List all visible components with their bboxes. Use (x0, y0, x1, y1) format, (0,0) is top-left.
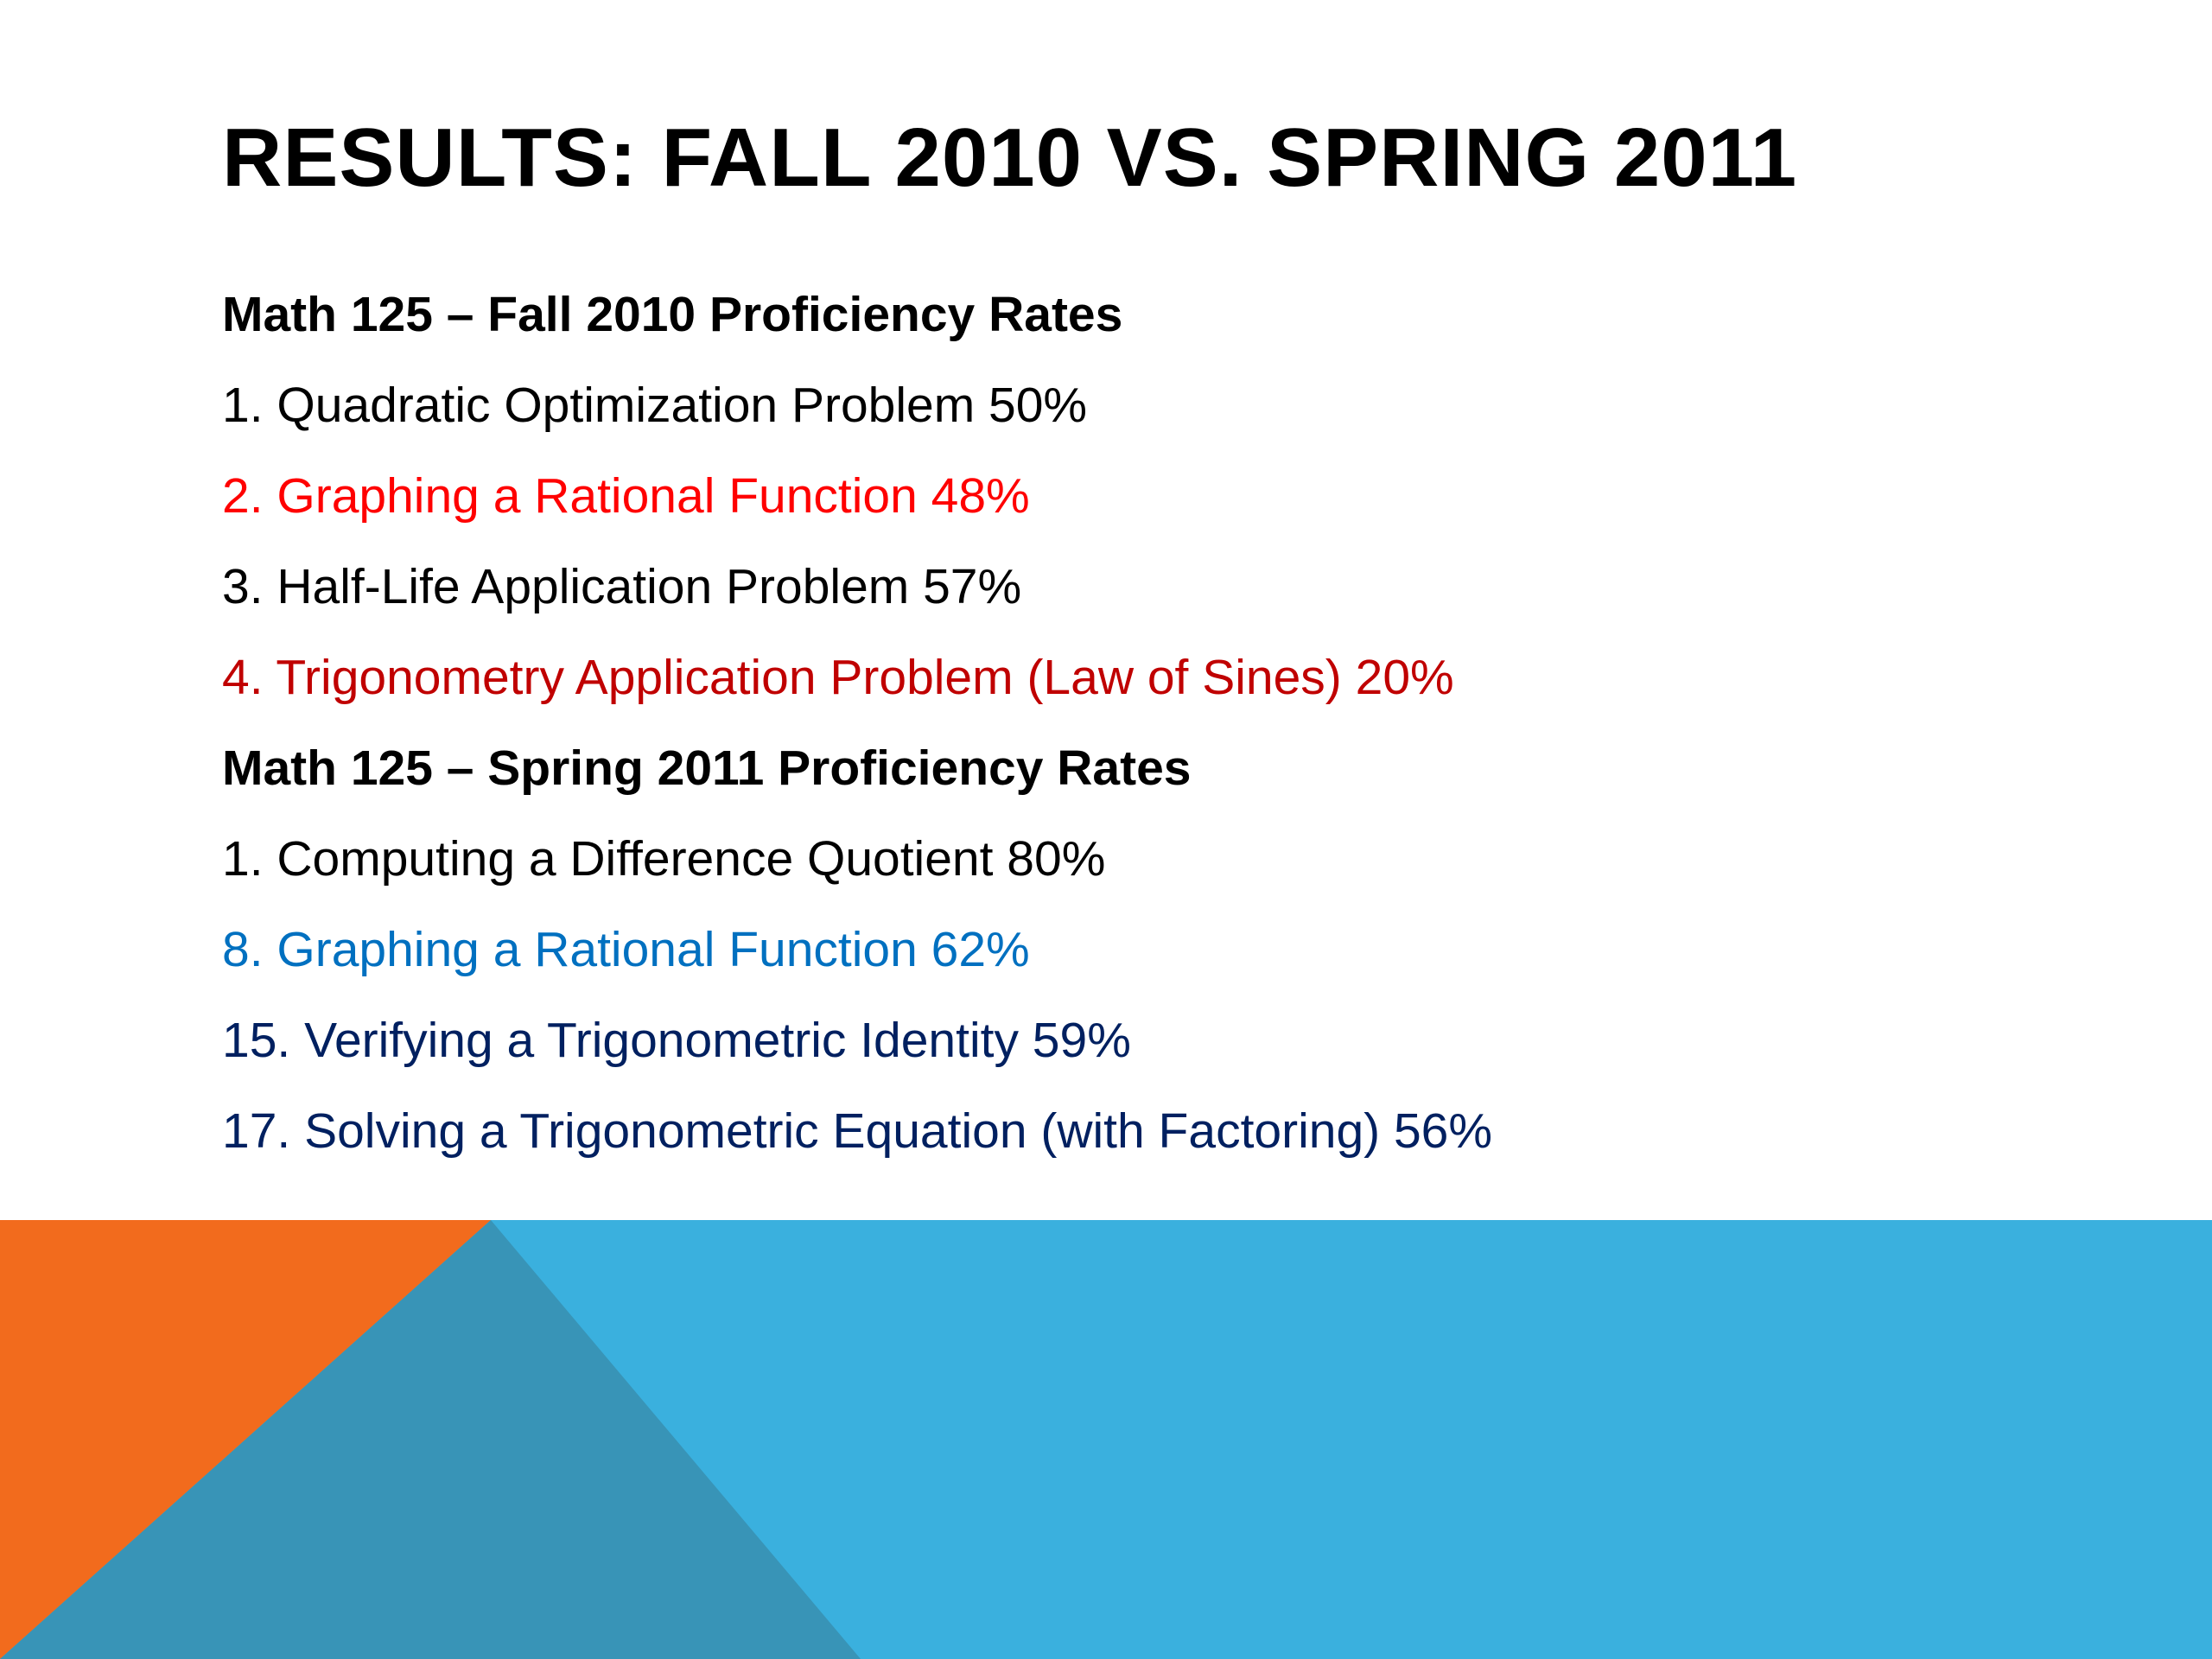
fall-item-rational-function: 2. Graphing a Rational Function 48% (222, 468, 1030, 524)
spring-item-rational-function: 8. Graphing a Rational Function 62% (222, 922, 1030, 977)
fall-item-half-life: 3. Half-Life Application Problem 57% (222, 559, 1022, 614)
fall-item-law-of-sines: 4. Trigonometry Application Problem (Law… (222, 650, 1454, 705)
slide-body: Math 125 – Fall 2010 Proficiency Rates 1… (222, 270, 2037, 1177)
spring-2011-heading: Math 125 – Spring 2011 Proficiency Rates (222, 741, 1192, 796)
spring-item-trig-identity: 15. Verifying a Trigonometric Identity 5… (222, 1013, 1131, 1068)
fall-2010-heading: Math 125 – Fall 2010 Proficiency Rates (222, 287, 1123, 342)
fall-item-quadratic: 1. Quadratic Optimization Problem 50% (222, 378, 1088, 433)
spring-item-trig-equation: 17. Solving a Trigonometric Equation (wi… (222, 1103, 1493, 1159)
decorative-footer-band (0, 1220, 2212, 1659)
slide-title: RESULTS: FALL 2010 VS. SPRING 2011 (222, 111, 1798, 204)
spring-item-difference-quotient: 1. Computing a Difference Quotient 80% (222, 831, 1106, 887)
footer-steel-triangle (0, 1220, 861, 1659)
